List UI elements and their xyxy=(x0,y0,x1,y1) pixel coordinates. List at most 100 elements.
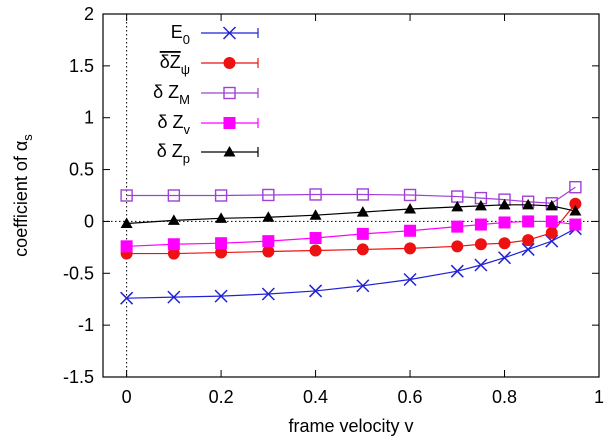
data-point xyxy=(262,211,275,222)
legend-label: δZψ xyxy=(160,52,190,77)
data-point xyxy=(309,188,322,201)
x-tick-label: 0.6 xyxy=(398,387,423,407)
legend-label: E0 xyxy=(171,22,190,47)
data-point xyxy=(403,272,417,287)
legend-entry-5: δ Zp xyxy=(157,141,259,166)
y-tick-label: 1 xyxy=(84,108,94,128)
data-point xyxy=(309,232,322,245)
data-point xyxy=(545,215,558,228)
legend-label-sub: ψ xyxy=(181,62,190,77)
y-axis-label: coefficient of αs xyxy=(11,134,35,257)
legend-label-sub: M xyxy=(179,92,190,107)
legend-label-main: δ Z xyxy=(153,82,179,102)
data-point xyxy=(474,258,488,272)
data-point xyxy=(569,181,582,194)
data-point xyxy=(167,247,180,260)
series-layer xyxy=(120,181,582,305)
data-point xyxy=(309,284,323,298)
data-point xyxy=(404,202,417,214)
legend-label-sub: 0 xyxy=(183,32,190,47)
y-tick-label: 0.5 xyxy=(69,160,94,180)
data-point xyxy=(309,209,322,220)
data-point xyxy=(569,197,582,210)
y-tick-label: -0.5 xyxy=(63,263,94,283)
x-tick-label: 0 xyxy=(122,387,132,407)
data-point xyxy=(498,237,511,250)
y-axis-label-sub: s xyxy=(20,134,35,141)
legend-label-sub: p xyxy=(183,151,190,166)
data-point xyxy=(120,217,133,229)
x-tick-label: 0.8 xyxy=(492,387,517,407)
data-point xyxy=(309,244,322,257)
data-point xyxy=(451,200,464,212)
series-2 xyxy=(120,197,582,260)
data-point xyxy=(498,198,511,210)
data-point xyxy=(545,199,558,211)
data-point xyxy=(356,227,369,240)
legend-marker xyxy=(223,146,236,157)
data-point xyxy=(214,289,228,303)
legend-label: δ Zv xyxy=(157,112,190,137)
data-point xyxy=(262,245,275,258)
legend-entry-2: δZψ xyxy=(160,52,259,77)
data-point xyxy=(262,235,275,248)
data-point xyxy=(522,234,535,247)
series-5 xyxy=(120,198,582,229)
y-tick-label: 2 xyxy=(84,4,94,24)
data-point xyxy=(451,220,464,233)
data-point xyxy=(215,246,228,259)
x-tick-label: 0.4 xyxy=(303,387,328,407)
data-point xyxy=(474,238,487,251)
data-point xyxy=(356,279,370,293)
data-point xyxy=(356,206,369,217)
data-point xyxy=(120,291,134,305)
legend-entry-4: δ Zv xyxy=(157,112,259,137)
legend-marker xyxy=(223,117,236,129)
data-point xyxy=(521,242,535,256)
data-point xyxy=(522,198,535,210)
data-point xyxy=(214,189,228,202)
legend-label-main: δ Z xyxy=(157,141,183,161)
data-point xyxy=(569,218,582,231)
data-point xyxy=(215,237,228,250)
x-axis-label: frame velocity v xyxy=(288,416,413,436)
tick-labels: 0 0.2 0.4 0.6 0.8 1 -1.5 -1 -0.5 0 0.5 1 1.5 2 xyxy=(63,4,604,407)
data-point xyxy=(167,290,181,304)
data-point xyxy=(262,188,275,202)
data-point xyxy=(474,199,487,211)
legend-label: δ ZM xyxy=(153,82,190,107)
legend-marker xyxy=(223,57,236,69)
data-point xyxy=(167,238,180,251)
plot-frame xyxy=(102,13,600,378)
data-point xyxy=(497,251,512,265)
data-point xyxy=(261,287,275,301)
data-point xyxy=(404,224,417,237)
data-point xyxy=(451,240,464,253)
x-tick-label: 1 xyxy=(594,387,604,407)
data-point xyxy=(120,189,133,202)
legend-label: δ Zp xyxy=(157,141,190,166)
axis-ticks xyxy=(103,13,600,378)
x-tick-label: 0.2 xyxy=(209,387,234,407)
legend-label-main: E xyxy=(171,22,183,42)
y-tick-label: 1.5 xyxy=(69,56,94,76)
data-point xyxy=(215,212,228,223)
legend-label-main: δZ xyxy=(160,52,181,72)
data-point xyxy=(569,205,582,216)
legend-entry-3: δ ZM xyxy=(153,82,259,107)
data-point xyxy=(167,214,180,225)
y-tick-label: 0 xyxy=(84,211,94,231)
data-point xyxy=(120,240,133,253)
legend-label-sub: v xyxy=(184,122,191,137)
data-point xyxy=(498,216,511,229)
legend-entry-1: E0 xyxy=(171,22,259,47)
data-point xyxy=(474,218,487,231)
legend-marker xyxy=(222,26,237,40)
data-point xyxy=(450,264,464,278)
legend-label-main: δ Z xyxy=(157,112,183,132)
data-point xyxy=(356,243,369,256)
data-point xyxy=(356,188,370,201)
data-point xyxy=(403,188,417,202)
